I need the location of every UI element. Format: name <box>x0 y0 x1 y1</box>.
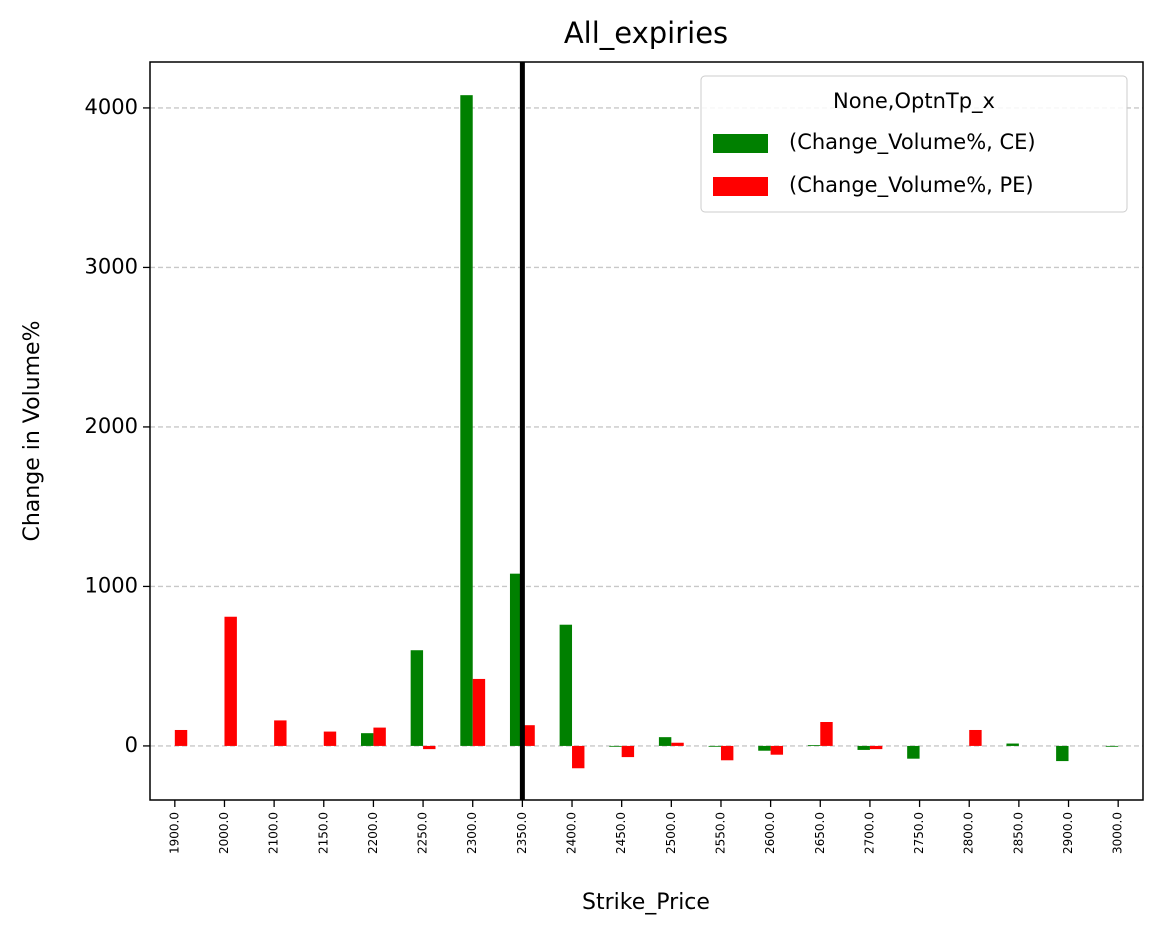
x-tick-label: 2200.0 <box>366 812 380 854</box>
plot-frame <box>149 61 1144 801</box>
bar <box>857 745 870 750</box>
legend-swatch <box>713 177 768 196</box>
legend-swatch <box>713 134 768 153</box>
y-tick-label: 4000 <box>85 95 138 119</box>
bar <box>658 737 672 746</box>
bar <box>423 745 436 750</box>
y-axis-label: Change in Volume% <box>20 321 45 542</box>
bar <box>807 745 821 746</box>
bar <box>472 678 486 746</box>
bar <box>671 742 684 746</box>
x-tick-label: 2000.0 <box>217 812 231 854</box>
y-tick-label: 2000 <box>85 414 138 438</box>
x-tick-label: 3000.0 <box>1111 812 1125 854</box>
bar <box>373 727 386 746</box>
bar <box>509 573 523 746</box>
x-tick-label: 2650.0 <box>813 812 827 854</box>
x-tick-label: 2850.0 <box>1011 812 1025 854</box>
bar <box>1056 745 1069 762</box>
x-tick-label: 2550.0 <box>713 812 727 854</box>
x-tick-label: 2900.0 <box>1061 812 1075 854</box>
bar <box>969 729 982 746</box>
bar <box>410 650 424 746</box>
legend-box <box>700 75 1128 213</box>
bar <box>361 733 374 746</box>
x-tick-label: 2600.0 <box>763 812 777 854</box>
bar <box>522 725 535 746</box>
bar <box>907 745 920 759</box>
x-tick-label: 2400.0 <box>565 812 579 854</box>
x-tick-label: 2250.0 <box>416 812 430 854</box>
x-tick-label: 2700.0 <box>862 812 876 854</box>
legend-title: None,OptnTp_x <box>833 89 995 114</box>
y-tick-label: 0 <box>125 733 138 757</box>
x-tick-label: 2750.0 <box>912 812 926 854</box>
legend-label: (Change_Volume%, CE) <box>789 130 1036 155</box>
bar <box>758 745 771 751</box>
bar <box>1006 743 1019 746</box>
bar <box>609 745 622 747</box>
x-tick-label: 1900.0 <box>167 812 181 854</box>
y-tick-label: 3000 <box>85 254 138 278</box>
bar <box>224 616 237 746</box>
legend-label: (Change_Volume%, PE) <box>789 173 1034 198</box>
bar <box>820 722 833 746</box>
bar <box>460 95 473 746</box>
x-tick-label: 2800.0 <box>962 812 976 854</box>
bar <box>708 745 721 747</box>
x-tick-label: 2500.0 <box>664 812 678 854</box>
bar <box>572 745 585 769</box>
bar <box>770 745 784 755</box>
bar <box>559 624 573 746</box>
bar <box>621 745 635 758</box>
x-tick-label: 2100.0 <box>267 812 281 854</box>
x-tick-label: 2450.0 <box>614 812 628 854</box>
x-tick-label: 2300.0 <box>465 812 479 854</box>
x-axis-label: Strike_Price <box>582 890 710 915</box>
bar <box>1105 745 1119 747</box>
bar <box>174 729 188 746</box>
chart-title: All_expiries <box>564 16 728 50</box>
y-tick-label: 1000 <box>85 573 138 597</box>
bar <box>274 720 287 746</box>
bar <box>323 731 337 746</box>
bar <box>720 745 734 761</box>
x-tick-label: 2350.0 <box>515 812 529 854</box>
x-tick-label: 2150.0 <box>316 812 330 854</box>
bar <box>869 745 883 750</box>
